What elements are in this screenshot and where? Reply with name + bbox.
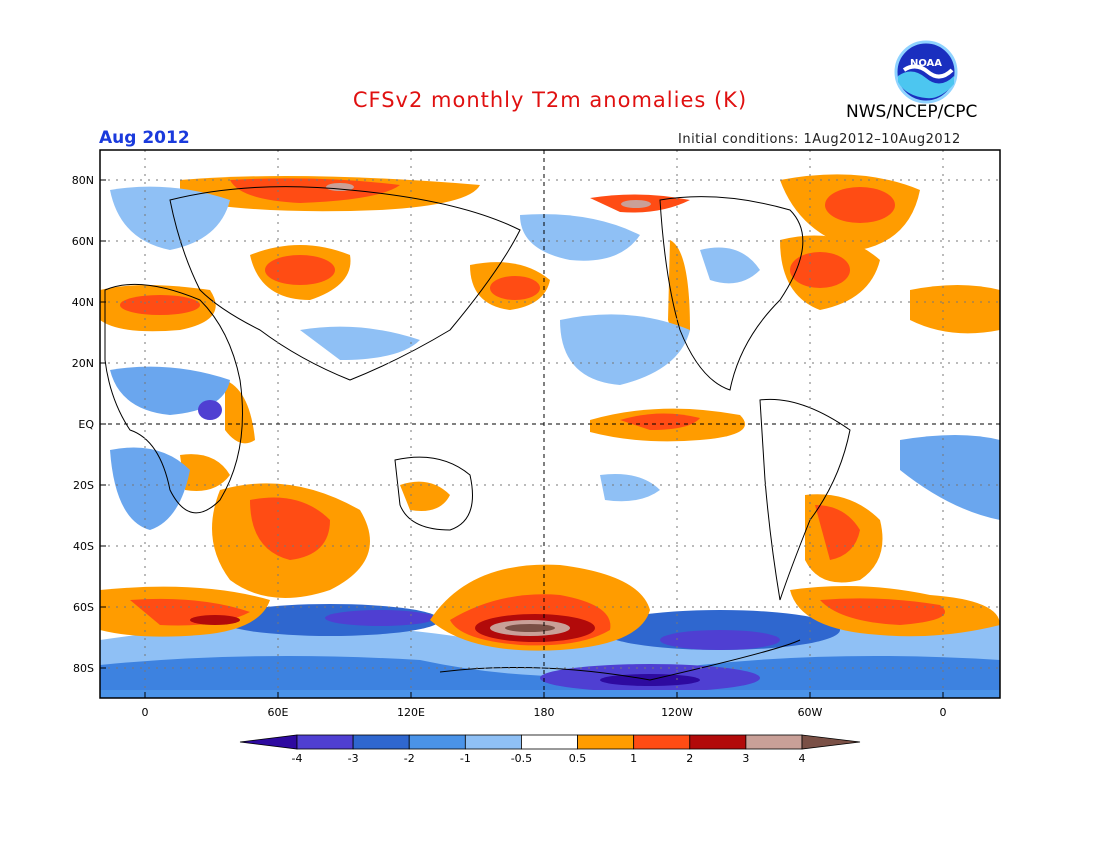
colorbar-box xyxy=(633,734,691,750)
lat-tick-label: 60N xyxy=(72,235,94,248)
lat-tick-label: EQ xyxy=(78,418,94,431)
colorbar-box xyxy=(464,734,522,750)
lat-tick-label: 80N xyxy=(72,174,94,187)
colorbar-low-arrow xyxy=(239,734,298,750)
colorbar-box xyxy=(408,734,466,750)
colorbar-box xyxy=(296,734,354,750)
colorbar-label: 1 xyxy=(630,752,637,765)
colorbar-label: -2 xyxy=(404,752,415,765)
lon-tick-label: 120W xyxy=(661,706,693,719)
lon-tick-label: 0 xyxy=(940,706,947,719)
colorbar-box xyxy=(689,734,747,750)
lon-tick-label: 0 xyxy=(142,706,149,719)
colorbar-box xyxy=(577,734,635,750)
map-title: CFSv2 monthly T2m anomalies (K) xyxy=(352,88,748,112)
lon-tick-label: 60E xyxy=(268,706,289,719)
logo-text: NOAA xyxy=(910,58,942,69)
colorbar-label: -3 xyxy=(348,752,359,765)
southern-ocean-warm-region xyxy=(100,564,1000,651)
colorbar-box xyxy=(521,734,578,750)
initial-conditions-label: Initial conditions: 1Aug2012–10Aug2012 xyxy=(678,132,961,147)
colorbar-label: -1 xyxy=(460,752,471,765)
lon-tick-label: 120E xyxy=(397,706,425,719)
period-label: Aug 2012 xyxy=(99,128,190,148)
antarctic-cold-region xyxy=(100,604,1000,698)
noaa-logo-icon: NOAA xyxy=(894,40,958,104)
colorbar-label: -0.5 xyxy=(511,752,532,765)
lat-tick-label: 20S xyxy=(73,479,94,492)
org-label: NWS/NCEP/CPC xyxy=(846,102,978,122)
colorbar-label: 4 xyxy=(799,752,806,765)
colorbar: -4 -3 -2 -1 -0.5 0.5 1 2 3 4 xyxy=(239,734,861,765)
lat-tick-label: 80S xyxy=(73,662,94,675)
coastlines xyxy=(104,186,851,681)
colorbar-box xyxy=(352,734,410,750)
colorbar-high-arrow xyxy=(801,734,861,750)
colorbar-label: 3 xyxy=(742,752,749,765)
colorbar-box xyxy=(745,734,803,750)
lat-tick-label: 20N xyxy=(72,357,94,370)
longitude-ticks: 0 60E 120E 180 120W 60W 0 xyxy=(142,692,947,719)
colorbar-label: -4 xyxy=(292,752,303,765)
colorbar-label: 2 xyxy=(686,752,693,765)
lat-tick-label: 60S xyxy=(73,601,94,614)
lat-tick-label: 40S xyxy=(73,540,94,553)
latitude-ticks: 80N 60N 40N 20N EQ 20S 40S 60S 80S xyxy=(72,174,106,675)
lon-tick-label: 180 xyxy=(534,706,555,719)
colorbar-label: 0.5 xyxy=(569,752,587,765)
cool-patches xyxy=(110,186,1000,530)
lat-tick-label: 40N xyxy=(72,296,94,309)
lon-tick-label: 60W xyxy=(798,706,823,719)
